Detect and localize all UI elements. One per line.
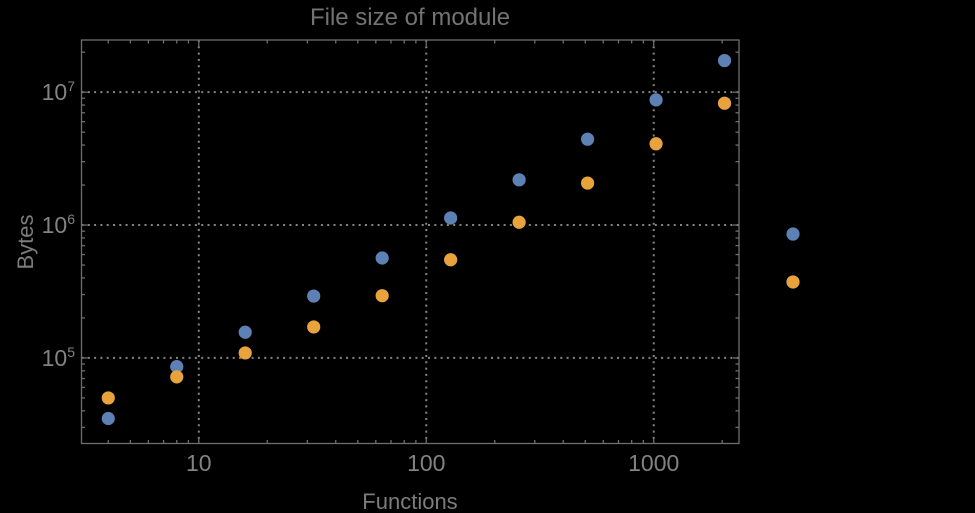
chart-title: File size of module [309, 4, 511, 31]
data-point-module-size-blue [375, 251, 389, 265]
data-point-module-size-orange [717, 96, 732, 110]
data-point-module-size-blue [101, 411, 115, 426]
data-point-module-size-orange [444, 253, 458, 267]
data-point-module-size-blue [786, 227, 800, 241]
data-point-module-size-blue [512, 173, 526, 187]
data-point-module-size-orange [512, 215, 526, 229]
data-point-module-size-blue [649, 93, 663, 107]
data-point-module-size-orange [375, 289, 389, 303]
data-point-module-size-orange [170, 370, 184, 384]
data-point-module-size-orange [786, 275, 800, 289]
y-tick-label: 106 [42, 211, 76, 238]
data-point-module-size-blue [307, 289, 321, 303]
data-point-module-size-blue [238, 325, 252, 339]
plot-frame [80, 39, 740, 445]
x-tick-label: 100 [407, 450, 445, 476]
data-point-module-size-blue [444, 211, 458, 225]
data-point-module-size-blue [717, 53, 732, 68]
data-point-module-size-blue [580, 132, 595, 146]
data-point-module-size-orange [649, 137, 663, 151]
data-point-module-size-orange [307, 320, 321, 334]
x-axis-label: Functions [362, 489, 458, 513]
x-tick-label: 1000 [628, 450, 679, 476]
data-point-module-size-orange [580, 176, 595, 190]
data-point-module-size-orange [238, 346, 252, 360]
x-tick-label: 10 [186, 450, 212, 476]
data-point-module-size-blue [170, 360, 184, 374]
y-axis-label: Bytes [13, 214, 38, 270]
y-tick-label: 105 [42, 344, 76, 371]
y-tick-label: 107 [42, 78, 76, 105]
data-point-module-size-orange [101, 391, 115, 405]
